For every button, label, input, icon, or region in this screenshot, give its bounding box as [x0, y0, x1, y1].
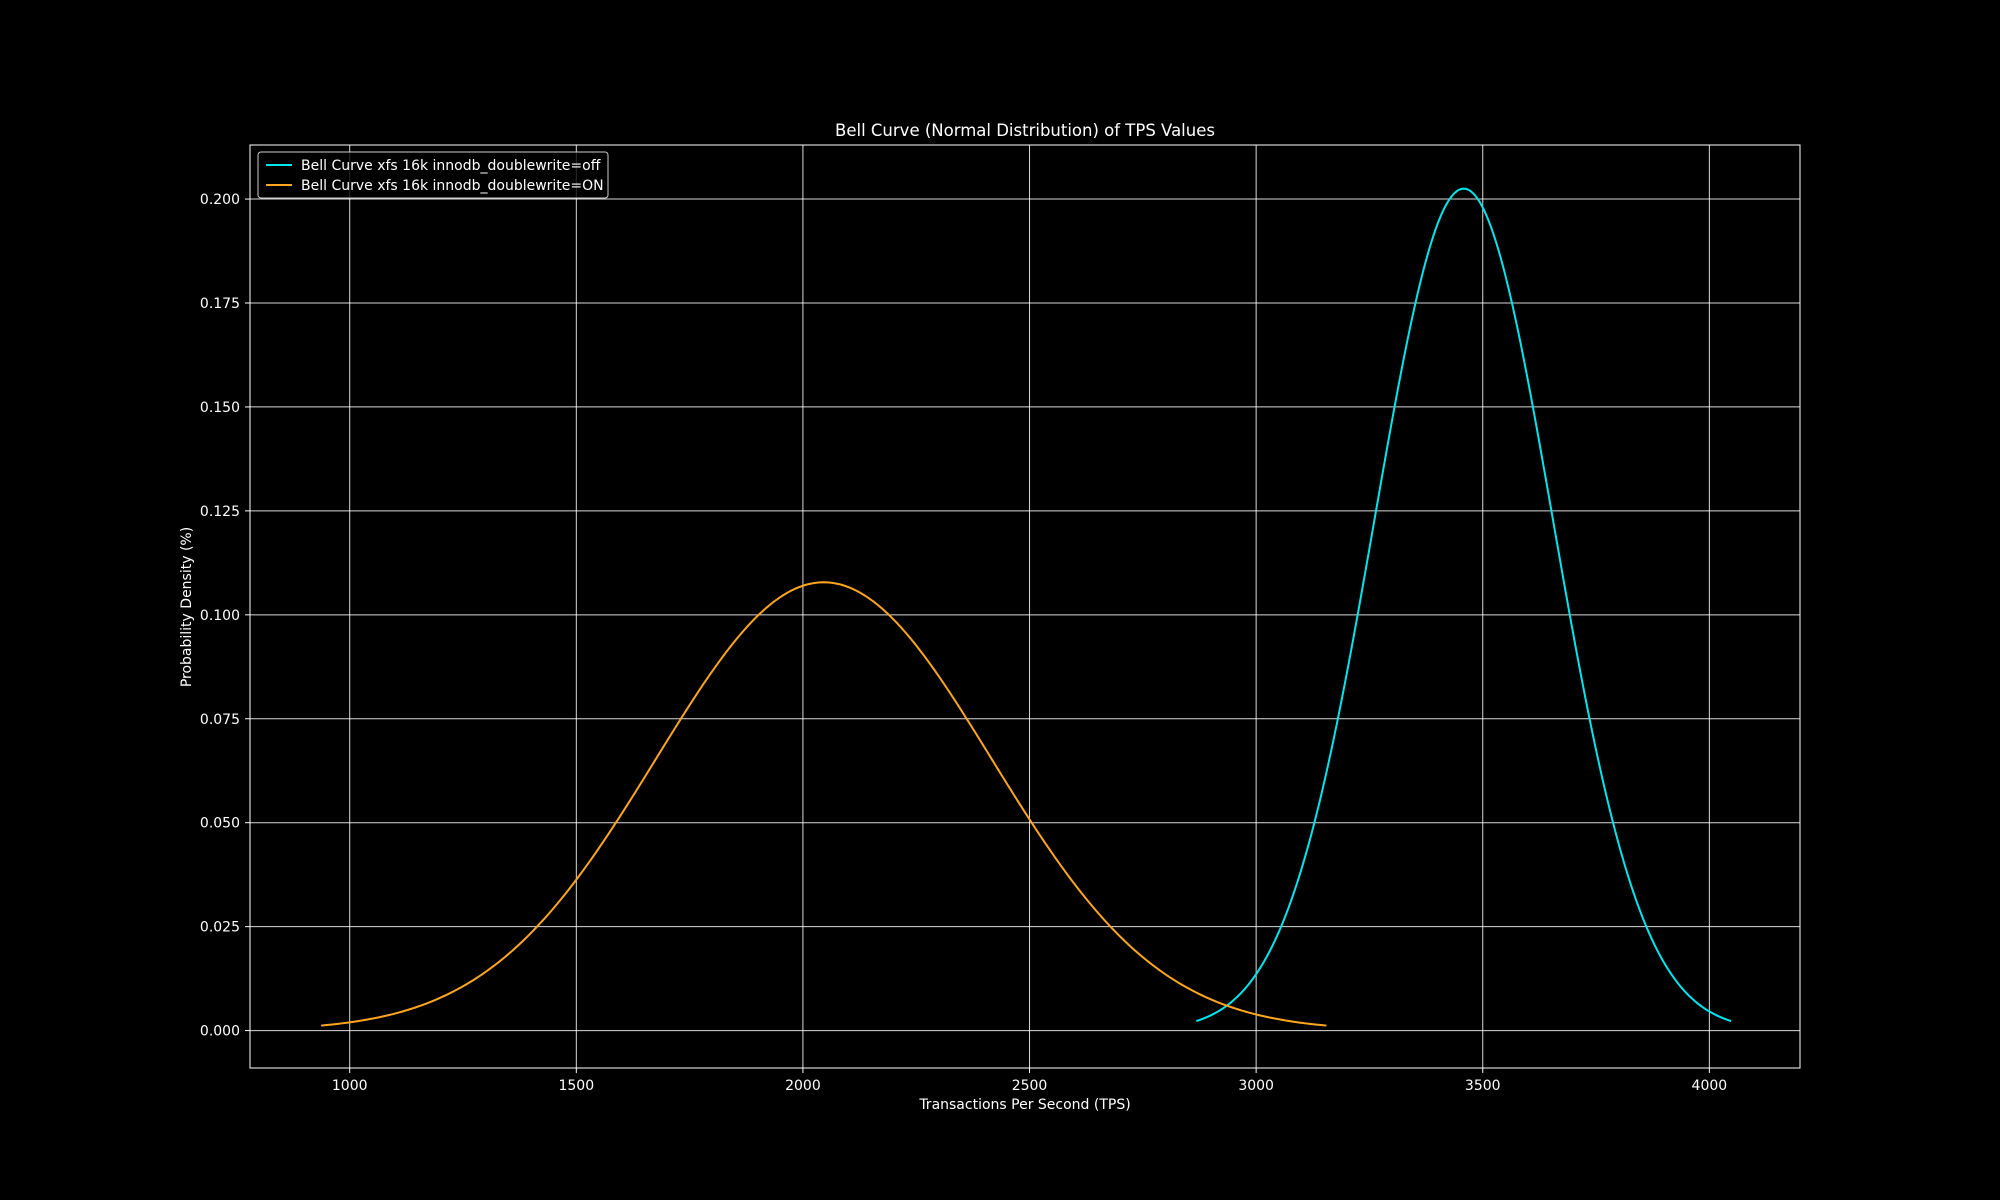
x-tick-label: 1000: [332, 1078, 368, 1094]
y-axis-label: Probability Density (%): [179, 527, 195, 687]
x-tick-label: 2500: [1012, 1078, 1048, 1094]
y-tick-label: 0.100: [200, 608, 240, 624]
plot-frame: [249, 144, 1801, 1069]
y-tick-label: 0.025: [200, 920, 240, 936]
x-axis-ticks: 1000 1500 2000 2500 3000 3500 4000: [332, 1068, 1727, 1094]
x-axis-label: Transactions Per Second (TPS): [918, 1097, 1130, 1113]
x-tick-label: 1500: [558, 1078, 594, 1094]
x-tick-label: 2000: [785, 1078, 821, 1094]
grid: [250, 145, 1800, 1068]
legend-label-1: Bell Curve xfs 16k innodb_doublewrite=ON: [301, 178, 604, 194]
chart-title: Bell Curve (Normal Distribution) of TPS …: [835, 121, 1215, 140]
x-tick-label: 4000: [1692, 1078, 1728, 1094]
y-tick-label: 0.075: [200, 712, 240, 728]
x-tick-label: 3000: [1238, 1078, 1274, 1094]
legend: Bell Curve xfs 16k innodb_doublewrite=of…: [257, 151, 609, 199]
series-line-1: [321, 581, 1327, 1027]
y-tick-label: 0.175: [200, 296, 240, 312]
y-tick-label: 0.200: [200, 192, 240, 208]
y-tick-label: 0.000: [200, 1024, 240, 1040]
series-layer: [321, 187, 1732, 1027]
x-tick-label: 3500: [1465, 1078, 1501, 1094]
y-tick-label: 0.125: [200, 504, 240, 520]
y-tick-label: 0.150: [200, 400, 240, 416]
y-tick-label: 0.050: [200, 816, 240, 832]
series-line-0: [1196, 187, 1732, 1023]
legend-box: [257, 151, 609, 199]
legend-label-0: Bell Curve xfs 16k innodb_doublewrite=of…: [301, 158, 601, 174]
y-axis-ticks: 0.000 0.025 0.050 0.075 0.100 0.125 0.150 0.175…: [200, 192, 250, 1040]
